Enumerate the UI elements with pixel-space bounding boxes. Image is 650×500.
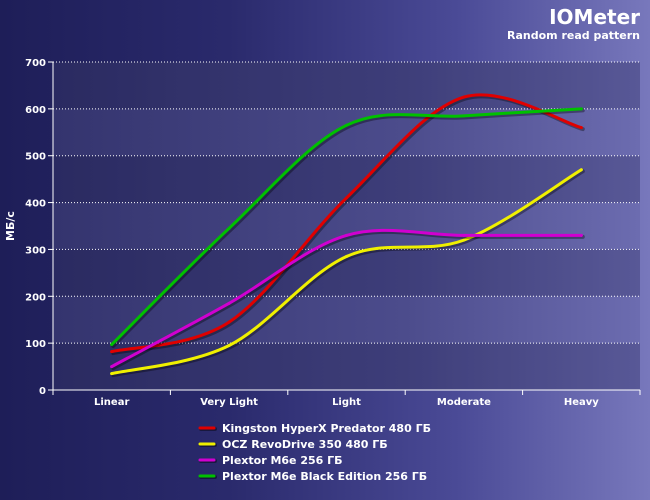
legend-label: Kingston HyperX Predator 480 ГБ: [222, 422, 431, 435]
series-point: [579, 233, 583, 237]
chart-title: IOMeter: [549, 5, 640, 29]
x-tick-label: Very Light: [200, 397, 258, 408]
series-point: [462, 114, 466, 118]
series-point: [110, 350, 114, 354]
y-tick-label: 200: [25, 292, 46, 303]
y-axis-label: МБ/с: [4, 211, 17, 241]
series-point: [462, 238, 466, 242]
series-point: [227, 343, 231, 347]
series-point: [579, 126, 583, 130]
chart-subtitle: Random read pattern: [507, 29, 640, 42]
series-point: [462, 233, 466, 237]
x-tick-label: Linear: [94, 397, 129, 408]
y-tick-label: 100: [25, 339, 46, 350]
x-tick-label: Heavy: [564, 397, 599, 408]
series-point: [345, 196, 348, 200]
series-point: [227, 320, 231, 324]
y-tick-label: 0: [39, 386, 46, 397]
series-point: [345, 254, 348, 258]
x-tick-label: Light: [332, 397, 361, 408]
y-tick-label: 500: [25, 152, 46, 163]
series-point: [579, 168, 583, 172]
series-shadow: [111, 108, 585, 348]
series-point: [110, 343, 114, 347]
y-tick-label: 700: [25, 58, 46, 69]
x-tick-label: Moderate: [437, 397, 491, 408]
series-point: [227, 301, 231, 305]
series-point: [462, 95, 466, 99]
series-point: [227, 226, 231, 230]
y-tick-label: 300: [25, 245, 46, 256]
plot-band: [53, 155, 640, 203]
series-point: [345, 123, 348, 127]
y-tick-label: 600: [25, 105, 46, 116]
series-point: [345, 233, 348, 237]
legend-label: Plextor M6e 256 ГБ: [222, 454, 343, 467]
plot-area: [53, 62, 640, 390]
series-point: [110, 372, 114, 376]
series-point: [579, 107, 583, 111]
series-shadow: [111, 169, 585, 378]
series-point: [110, 365, 114, 369]
plot-band: [53, 62, 640, 109]
legend-label: OCZ RevoDrive 350 480 ГБ: [222, 438, 388, 451]
legend-label: Plextor M6e Black Edition 256 ГБ: [222, 470, 427, 483]
y-tick-label: 400: [25, 199, 46, 210]
series-line: [110, 107, 583, 346]
